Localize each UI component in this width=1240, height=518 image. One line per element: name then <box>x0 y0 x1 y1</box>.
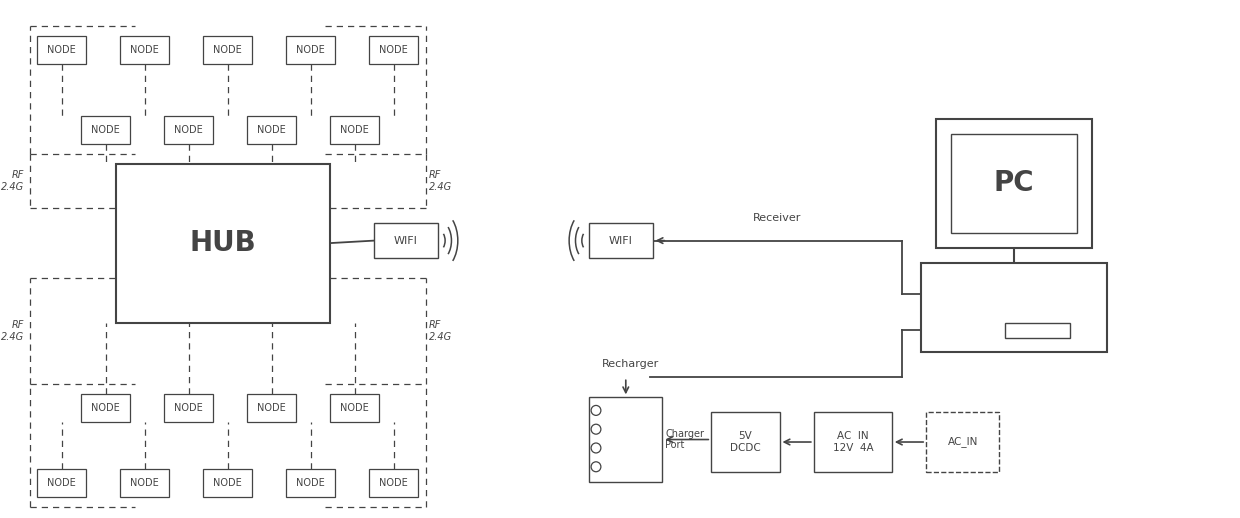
Text: RF
2.4G: RF 2.4G <box>429 321 453 342</box>
Text: 5V
DCDC: 5V DCDC <box>730 431 761 453</box>
Text: NODE: NODE <box>379 478 408 488</box>
Text: NODE: NODE <box>175 125 203 135</box>
Bar <box>82 116 130 143</box>
Text: Recharger: Recharger <box>603 359 660 369</box>
Bar <box>926 412 999 472</box>
Text: NODE: NODE <box>296 45 325 55</box>
Text: NODE: NODE <box>92 403 120 413</box>
Bar <box>120 469 169 497</box>
Bar <box>921 263 1107 352</box>
Bar <box>37 36 87 64</box>
Bar <box>951 134 1078 233</box>
Text: Receiver: Receiver <box>753 213 801 223</box>
Bar <box>203 36 252 64</box>
Text: NODE: NODE <box>175 403 203 413</box>
Text: RF
2.4G: RF 2.4G <box>429 170 453 192</box>
Bar <box>286 36 335 64</box>
Text: PC: PC <box>993 169 1034 197</box>
Text: NODE: NODE <box>47 478 76 488</box>
Bar <box>37 469 87 497</box>
Bar <box>247 116 296 143</box>
Bar <box>936 119 1092 248</box>
Bar <box>120 36 169 64</box>
Bar <box>370 469 418 497</box>
Text: NODE: NODE <box>213 478 242 488</box>
Bar <box>247 394 296 422</box>
Text: NODE: NODE <box>341 125 370 135</box>
Bar <box>286 469 335 497</box>
Text: NODE: NODE <box>258 125 286 135</box>
Text: AC_IN: AC_IN <box>947 437 978 448</box>
Text: NODE: NODE <box>47 45 76 55</box>
Bar <box>813 412 892 472</box>
Text: RF
2.4G: RF 2.4G <box>0 321 24 342</box>
Text: NODE: NODE <box>341 403 370 413</box>
Text: NODE: NODE <box>379 45 408 55</box>
Bar <box>165 116 213 143</box>
Text: WIFI: WIFI <box>609 236 632 246</box>
Text: HUB: HUB <box>190 229 257 257</box>
Bar <box>165 394 213 422</box>
Text: NODE: NODE <box>130 45 159 55</box>
Text: NODE: NODE <box>130 478 159 488</box>
Text: NODE: NODE <box>258 403 286 413</box>
Bar <box>203 469 252 497</box>
Text: RF
2.4G: RF 2.4G <box>0 170 24 192</box>
Bar <box>374 223 438 258</box>
Bar <box>330 116 379 143</box>
Bar <box>589 397 662 482</box>
Bar <box>330 394 379 422</box>
Bar <box>115 164 330 323</box>
Text: NODE: NODE <box>296 478 325 488</box>
Bar <box>712 412 780 472</box>
Bar <box>1004 323 1070 338</box>
Text: AC  IN
12V  4A: AC IN 12V 4A <box>832 431 873 453</box>
Bar <box>589 223 652 258</box>
Bar <box>370 36 418 64</box>
Text: NODE: NODE <box>213 45 242 55</box>
Text: Charger
Port: Charger Port <box>666 429 704 450</box>
Text: NODE: NODE <box>92 125 120 135</box>
Text: WIFI: WIFI <box>394 236 418 246</box>
Bar <box>82 394 130 422</box>
